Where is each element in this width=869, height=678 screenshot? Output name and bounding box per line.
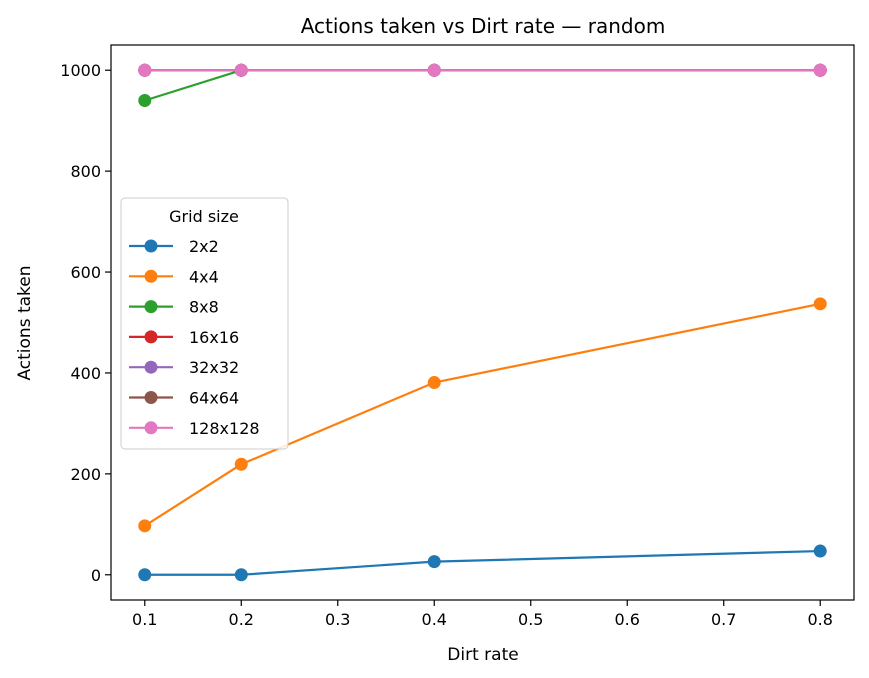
legend-label: 2x2 bbox=[189, 237, 219, 256]
legend-swatch-marker bbox=[144, 239, 158, 253]
data-point bbox=[813, 63, 827, 77]
legend-item: 128x128 bbox=[129, 419, 260, 438]
x-tick-label: 0.7 bbox=[711, 610, 736, 629]
y-tick-label: 200 bbox=[70, 465, 101, 484]
data-point bbox=[138, 568, 152, 582]
data-point bbox=[138, 63, 152, 77]
legend-label: 32x32 bbox=[189, 358, 239, 377]
legend-item: 64x64 bbox=[129, 389, 239, 408]
legend-item: 8x8 bbox=[129, 298, 219, 317]
x-tick-label: 0.2 bbox=[229, 610, 254, 629]
data-point bbox=[138, 94, 152, 107]
y-axis-title: Actions taken bbox=[15, 265, 35, 380]
x-tick-label: 0.8 bbox=[808, 610, 833, 629]
data-point bbox=[427, 555, 441, 569]
data-point bbox=[234, 568, 248, 582]
legend-item: 2x2 bbox=[129, 237, 219, 256]
y-tick-label: 1000 bbox=[60, 61, 101, 80]
series-2x2 bbox=[138, 544, 827, 582]
legend-title: Grid size bbox=[169, 207, 239, 226]
legend-label: 16x16 bbox=[189, 328, 239, 347]
x-tick-label: 0.4 bbox=[422, 610, 447, 629]
series-layer bbox=[138, 63, 827, 582]
series-line bbox=[144, 549, 821, 576]
legend-label: 128x128 bbox=[189, 419, 260, 438]
legend-swatch-marker bbox=[144, 300, 158, 314]
series-128x128 bbox=[138, 63, 827, 77]
legend-label: 64x64 bbox=[189, 389, 239, 408]
x-axis: 0.1 0.2 0.3 0.4 0.5 0.6 0.7 0.8 bbox=[132, 600, 833, 629]
x-axis-title: Dirt rate bbox=[447, 645, 518, 665]
y-tick-label: 800 bbox=[70, 162, 101, 181]
legend-label: 4x4 bbox=[189, 267, 219, 286]
y-tick-label: 0 bbox=[91, 566, 101, 585]
legend-swatch-marker bbox=[144, 421, 158, 435]
data-point bbox=[813, 544, 827, 558]
legend-swatch-marker bbox=[144, 391, 158, 404]
series-line bbox=[144, 302, 821, 527]
y-tick-label: 600 bbox=[70, 263, 101, 282]
data-point bbox=[427, 63, 441, 77]
y-tick-label: 400 bbox=[70, 364, 101, 383]
y-axis: 0 200 400 600 800 1000 bbox=[60, 61, 111, 585]
legend-box bbox=[120, 197, 289, 450]
series-4x4 bbox=[138, 297, 827, 533]
x-tick-label: 0.1 bbox=[132, 610, 157, 629]
legend-item: 4x4 bbox=[129, 267, 219, 286]
x-tick-label: 0.5 bbox=[518, 610, 543, 629]
data-point bbox=[813, 297, 827, 311]
legend-swatch-marker bbox=[144, 330, 158, 344]
data-point bbox=[234, 457, 248, 471]
legend-label: 8x8 bbox=[189, 298, 219, 317]
data-point bbox=[427, 376, 441, 390]
data-point bbox=[138, 519, 152, 533]
x-tick-label: 0.3 bbox=[325, 610, 350, 629]
legend: Grid size 2x2 4x4 8x8 16x16 32x32 64x64 128x12… bbox=[120, 197, 289, 450]
chart-title: Actions taken vs Dirt rate — random bbox=[301, 14, 666, 38]
legend-item: 16x16 bbox=[129, 328, 239, 347]
plot-frame bbox=[110, 44, 855, 601]
data-point bbox=[234, 63, 248, 77]
legend-item: 32x32 bbox=[129, 358, 239, 377]
x-tick-label: 0.6 bbox=[615, 610, 640, 629]
legend-swatch-marker bbox=[144, 269, 158, 283]
legend-swatch-marker bbox=[144, 360, 158, 374]
